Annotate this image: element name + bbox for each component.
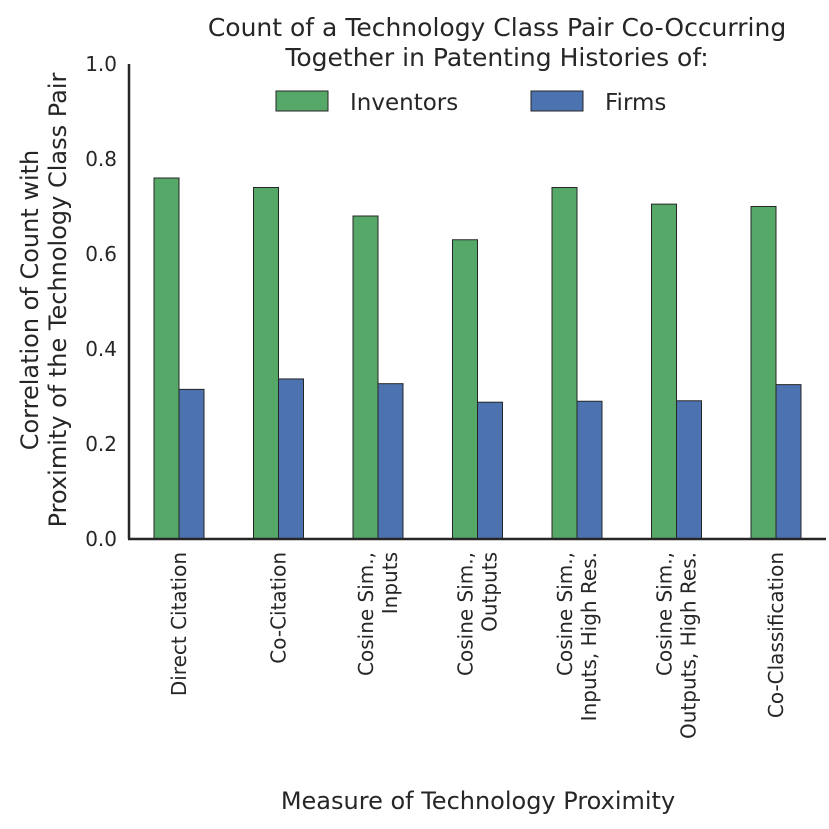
y-tick-label: 0.2 xyxy=(85,432,117,456)
chart-title-line-2: Together in Patenting Histories of: xyxy=(284,43,708,72)
x-tick-label-group: Co-Citation xyxy=(267,552,291,664)
chart-title-line-1: Count of a Technology Class Pair Co-Occu… xyxy=(208,13,786,42)
y-tick-label: 1.0 xyxy=(85,52,117,76)
bar-inventors-3 xyxy=(452,239,478,540)
x-tick-label: Inputs, High Res. xyxy=(577,552,601,721)
bar-firms-5 xyxy=(676,400,702,540)
chart-title: Count of a Technology Class Pair Co-Occu… xyxy=(208,13,786,72)
x-tick-label: Outputs, High Res. xyxy=(677,552,701,739)
x-axis-category-labels: Direct Citation Co-Citation Cosine Sim., In… xyxy=(167,552,788,739)
y-tick-label: 0.8 xyxy=(85,147,117,171)
bar-firms-2 xyxy=(377,383,404,540)
x-tick-label: Cosine Sim., xyxy=(354,552,378,676)
x-tick-label: Cosine Sim., xyxy=(653,552,677,676)
y-axis-title-line-2: Proximity of the Technology Class Pair xyxy=(44,72,72,527)
y-tick-label: 0.6 xyxy=(85,242,117,266)
x-axis-title: Measure of Technology Proximity xyxy=(281,787,675,815)
y-axis-ticks: 0.0 0.2 0.4 0.6 0.8 1.0 xyxy=(85,52,117,551)
bar-inventors-5 xyxy=(651,203,677,540)
x-tick-label: Inputs xyxy=(378,552,402,614)
bar-inventors-2 xyxy=(352,215,379,540)
x-tick-label: Direct Citation xyxy=(167,552,191,696)
x-tick-label-group: Direct Citation xyxy=(167,552,191,696)
bar-firms-3 xyxy=(477,401,503,540)
bar-inventors-1 xyxy=(253,187,279,540)
plot-area xyxy=(153,177,802,540)
x-tick-label-group: Co-Classification xyxy=(764,552,788,718)
bar-firms-6 xyxy=(775,384,802,540)
x-tick-label-group: Cosine Sim., Inputs, High Res. xyxy=(553,552,601,721)
y-tick-label: 0.4 xyxy=(85,337,117,361)
x-tick-label: Cosine Sim., xyxy=(553,552,577,676)
y-axis-title: Correlation of Count with Proximity of t… xyxy=(16,72,72,527)
legend: Inventors Firms xyxy=(275,90,666,116)
bar-firms-1 xyxy=(278,378,304,540)
x-tick-label-group: Cosine Sim., Inputs xyxy=(354,552,402,676)
bar-firms-0 xyxy=(178,388,205,540)
y-axis-title-line-1: Correlation of Count with xyxy=(16,150,44,451)
bar-inventors-4 xyxy=(551,187,578,540)
x-tick-label-group: Cosine Sim., Outputs xyxy=(454,552,502,676)
x-tick-label: Co-Citation xyxy=(267,552,291,664)
x-tick-label: Cosine Sim., xyxy=(454,552,478,676)
x-tick-label-group: Cosine Sim., Outputs, High Res. xyxy=(653,552,701,739)
legend-label-inventors: Inventors xyxy=(350,90,458,116)
legend-swatch-inventors xyxy=(275,90,329,112)
bar-firms-4 xyxy=(576,400,603,540)
x-tick-label: Outputs xyxy=(478,552,502,632)
legend-label-firms: Firms xyxy=(605,90,666,116)
x-tick-label: Co-Classification xyxy=(764,552,788,718)
bar-inventors-0 xyxy=(153,177,180,540)
legend-swatch-firms xyxy=(530,90,584,112)
y-tick-label: 0.0 xyxy=(85,527,117,551)
bar-inventors-6 xyxy=(750,206,777,540)
